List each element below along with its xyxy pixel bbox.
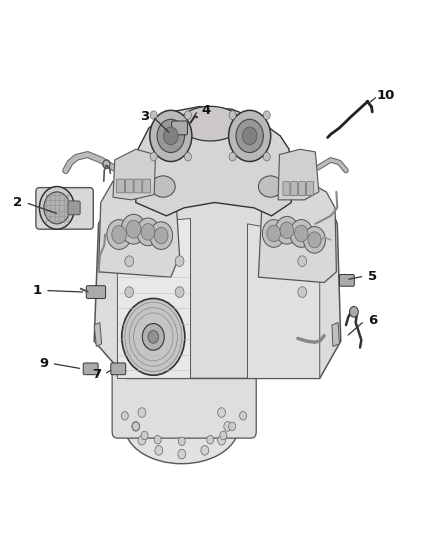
Circle shape — [126, 220, 141, 238]
Circle shape — [262, 220, 285, 247]
Text: 7: 7 — [92, 368, 101, 381]
Circle shape — [141, 223, 155, 240]
Circle shape — [148, 330, 159, 343]
Circle shape — [218, 435, 226, 445]
Polygon shape — [278, 149, 319, 200]
Circle shape — [150, 110, 192, 161]
FancyBboxPatch shape — [111, 363, 126, 375]
FancyBboxPatch shape — [125, 179, 133, 193]
FancyBboxPatch shape — [68, 201, 80, 215]
Polygon shape — [99, 176, 180, 277]
Polygon shape — [136, 107, 291, 216]
Circle shape — [125, 256, 134, 266]
FancyBboxPatch shape — [307, 182, 314, 196]
Circle shape — [220, 431, 227, 440]
Circle shape — [308, 232, 321, 248]
Circle shape — [201, 446, 208, 455]
Circle shape — [290, 220, 313, 247]
FancyBboxPatch shape — [86, 286, 106, 298]
Text: 3: 3 — [140, 110, 149, 123]
Circle shape — [276, 216, 298, 244]
FancyBboxPatch shape — [117, 179, 124, 193]
Circle shape — [122, 298, 185, 375]
FancyBboxPatch shape — [134, 179, 142, 193]
Circle shape — [218, 408, 226, 417]
Text: 2: 2 — [13, 196, 22, 209]
Circle shape — [294, 225, 308, 242]
Ellipse shape — [151, 176, 175, 197]
Circle shape — [240, 411, 247, 420]
Circle shape — [229, 110, 271, 161]
Circle shape — [138, 408, 146, 417]
Polygon shape — [113, 149, 155, 200]
Circle shape — [39, 187, 74, 229]
Circle shape — [178, 437, 185, 446]
Circle shape — [175, 256, 184, 266]
Circle shape — [112, 225, 127, 244]
Circle shape — [157, 119, 184, 152]
Circle shape — [184, 111, 191, 119]
Polygon shape — [117, 219, 191, 378]
Circle shape — [229, 422, 236, 431]
Circle shape — [175, 287, 184, 297]
Circle shape — [263, 111, 270, 119]
Circle shape — [155, 446, 162, 455]
Ellipse shape — [180, 107, 241, 141]
Circle shape — [138, 435, 146, 445]
Circle shape — [121, 411, 128, 420]
Circle shape — [350, 306, 358, 317]
Circle shape — [132, 422, 139, 431]
Circle shape — [132, 422, 140, 431]
FancyBboxPatch shape — [291, 182, 298, 196]
Circle shape — [150, 111, 157, 119]
Circle shape — [304, 227, 325, 253]
Ellipse shape — [258, 176, 283, 197]
Ellipse shape — [125, 389, 239, 464]
Circle shape — [121, 214, 146, 244]
Circle shape — [298, 287, 307, 297]
Circle shape — [298, 256, 307, 266]
FancyBboxPatch shape — [283, 182, 290, 196]
Polygon shape — [247, 224, 320, 378]
Polygon shape — [94, 187, 341, 378]
Circle shape — [142, 324, 164, 350]
Circle shape — [178, 449, 186, 459]
Circle shape — [267, 225, 281, 242]
Polygon shape — [258, 181, 336, 282]
Circle shape — [125, 287, 134, 297]
FancyBboxPatch shape — [172, 121, 187, 135]
Text: 4: 4 — [201, 104, 211, 117]
Circle shape — [141, 431, 148, 440]
FancyBboxPatch shape — [83, 363, 98, 375]
Circle shape — [263, 152, 270, 161]
Polygon shape — [332, 322, 339, 346]
Circle shape — [107, 220, 131, 249]
Circle shape — [236, 119, 263, 152]
Circle shape — [163, 127, 178, 145]
FancyBboxPatch shape — [299, 182, 306, 196]
Polygon shape — [94, 322, 102, 346]
Circle shape — [229, 111, 236, 119]
FancyBboxPatch shape — [143, 179, 151, 193]
Circle shape — [280, 222, 294, 239]
FancyBboxPatch shape — [339, 274, 354, 286]
Circle shape — [207, 435, 214, 444]
FancyBboxPatch shape — [36, 188, 93, 229]
Circle shape — [44, 192, 70, 224]
Circle shape — [229, 152, 236, 161]
Circle shape — [137, 218, 159, 246]
Circle shape — [154, 227, 168, 244]
Text: 9: 9 — [39, 357, 48, 370]
Circle shape — [154, 435, 161, 444]
Circle shape — [242, 127, 257, 145]
Text: 5: 5 — [368, 270, 377, 282]
Circle shape — [150, 152, 157, 161]
Circle shape — [224, 422, 232, 431]
Text: 1: 1 — [33, 284, 42, 297]
FancyBboxPatch shape — [112, 369, 256, 438]
Text: 6: 6 — [367, 314, 377, 327]
Circle shape — [184, 152, 191, 161]
Text: 10: 10 — [376, 90, 395, 102]
Circle shape — [150, 222, 173, 249]
